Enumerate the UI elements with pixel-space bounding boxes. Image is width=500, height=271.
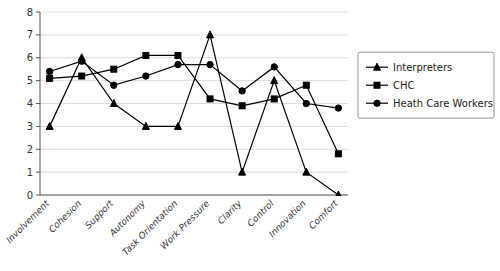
plot-area — [46, 31, 342, 196]
y-axis — [40, 12, 41, 195]
x-axis — [40, 195, 348, 196]
y-tick — [36, 149, 40, 150]
grid-line — [40, 195, 348, 196]
series-marker — [46, 122, 53, 129]
y-tick-label: 6 — [27, 52, 33, 63]
y-tick-label: 2 — [27, 144, 33, 155]
x-tick-label: Support — [83, 198, 116, 231]
series-line — [50, 61, 339, 108]
series-marker — [111, 82, 117, 88]
series-marker — [47, 75, 53, 81]
legend-marker — [374, 63, 381, 70]
y-tick — [36, 103, 40, 104]
series-marker — [207, 61, 213, 67]
series-marker — [175, 61, 181, 67]
x-tick-label: Work Pressure — [158, 198, 211, 251]
series-marker — [79, 58, 85, 64]
series-marker — [239, 103, 245, 109]
grid-line — [40, 103, 348, 104]
legend-label: CHC — [393, 80, 415, 91]
y-tick-label: 1 — [27, 167, 33, 178]
series-marker — [46, 68, 52, 74]
legend-label: Interpreters — [393, 62, 452, 73]
y-tick — [36, 195, 40, 196]
series-marker — [303, 82, 309, 88]
series-marker — [143, 52, 149, 58]
y-tick-label: 3 — [27, 121, 33, 132]
grid-line — [40, 149, 348, 150]
grid-line — [40, 126, 348, 127]
series-marker — [271, 64, 277, 70]
y-tick-label: 0 — [27, 190, 33, 201]
series-marker — [335, 105, 341, 111]
series-marker — [239, 88, 245, 94]
x-tick-label: Cohesion — [47, 198, 84, 235]
x-tick-label: Control — [245, 198, 276, 229]
grid-line — [40, 57, 348, 58]
series-marker — [174, 122, 181, 129]
grid-line — [40, 12, 348, 13]
legend-marker — [374, 100, 380, 106]
series-marker — [111, 66, 117, 72]
series-marker — [110, 100, 117, 107]
x-tick-label: Task Orientation — [120, 198, 179, 257]
y-tick-label: 7 — [27, 29, 33, 40]
legend-marker — [374, 82, 380, 88]
series-marker — [303, 168, 310, 175]
series-marker — [239, 168, 246, 175]
grid-line — [40, 34, 348, 35]
series-marker — [271, 96, 277, 102]
legend: Interpreters CHC Heath Care Workers — [358, 52, 494, 118]
y-tick — [36, 126, 40, 127]
legend-box — [358, 52, 494, 118]
series-marker — [303, 100, 309, 106]
series-marker — [207, 96, 213, 102]
series-marker — [142, 122, 149, 129]
chart: 012345678InvolvementCohesionSupportAuton… — [0, 0, 500, 271]
y-tick — [36, 172, 40, 173]
legend-label: Heath Care Workers — [393, 98, 493, 109]
series-marker — [175, 52, 181, 58]
x-tick-label: Comfort — [307, 198, 340, 231]
series-marker — [335, 151, 341, 157]
series-marker — [79, 73, 85, 79]
y-tick — [36, 57, 40, 58]
grid-line — [40, 172, 348, 173]
series-marker — [207, 31, 214, 38]
series-line — [50, 55, 339, 153]
grid — [40, 12, 348, 195]
series-marker — [143, 73, 149, 79]
y-tick — [36, 34, 40, 35]
x-tick-label: Innovation — [267, 198, 308, 239]
y-tick — [36, 12, 40, 13]
series-line — [50, 35, 339, 195]
y-tick-label: 4 — [27, 98, 33, 109]
x-tick-label: Involvement — [4, 198, 51, 245]
y-tick-label: 8 — [27, 7, 33, 18]
y-tick — [36, 80, 40, 81]
y-tick-label: 5 — [27, 75, 33, 86]
series-marker — [271, 77, 278, 84]
series-marker — [335, 191, 342, 196]
x-tick-label: Clarity — [216, 198, 244, 226]
